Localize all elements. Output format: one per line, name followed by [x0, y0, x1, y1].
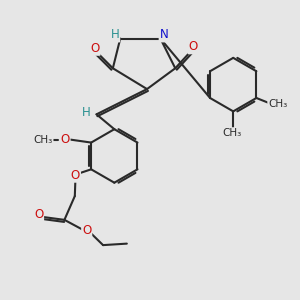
Text: N: N: [160, 28, 168, 41]
Text: O: O: [82, 224, 91, 237]
Text: O: O: [60, 133, 70, 146]
Text: CH₃: CH₃: [222, 128, 242, 138]
Text: O: O: [188, 40, 198, 53]
Text: O: O: [34, 208, 43, 221]
Text: CH₃: CH₃: [268, 99, 287, 109]
Text: H: H: [82, 106, 91, 119]
Text: O: O: [71, 169, 80, 182]
Text: O: O: [90, 42, 100, 55]
Text: H: H: [111, 28, 119, 41]
Text: CH₃: CH₃: [33, 135, 52, 145]
